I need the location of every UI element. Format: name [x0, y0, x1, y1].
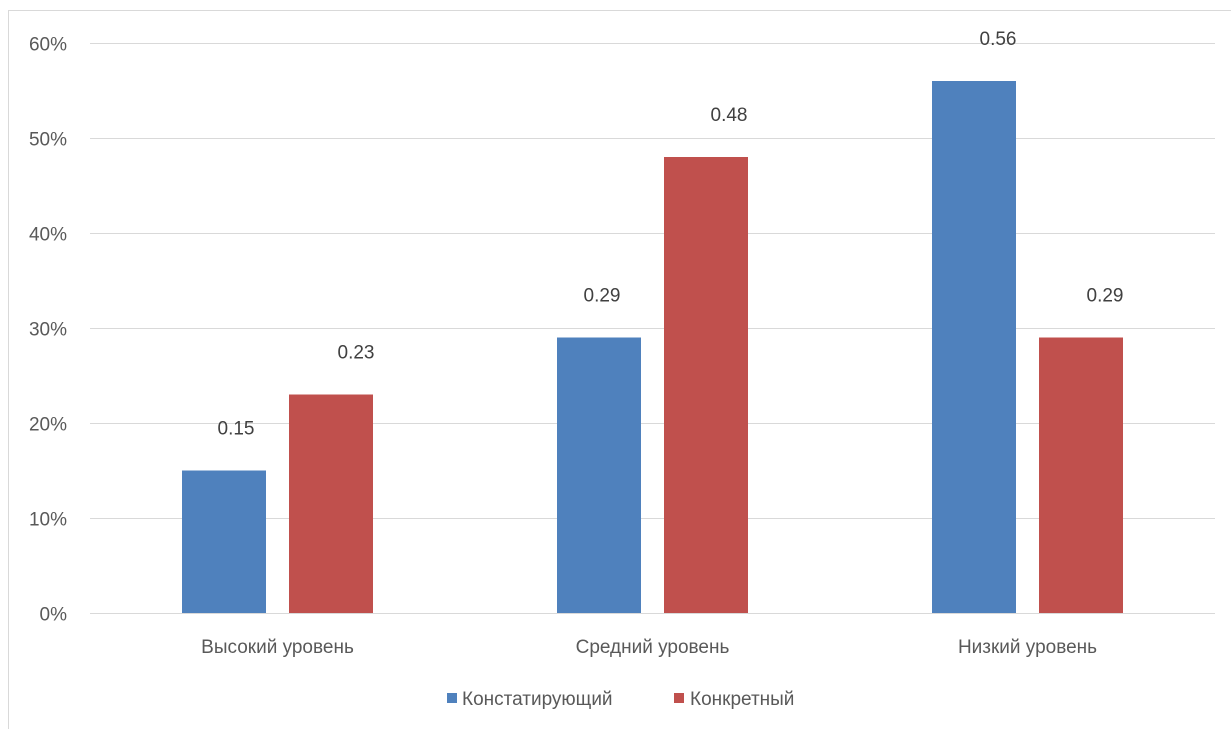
chart-border: [8, 10, 1231, 729]
y-axis: 0% 10% 20% 30% 40% 50% 60%: [29, 35, 67, 626]
bar-series-0-category-1: [557, 337, 641, 613]
x-category-label-2: Низкий уровень: [958, 637, 1097, 658]
legend: Констатирующий Конкретный: [447, 689, 794, 710]
data-label-series-0-category-0: 0.15: [218, 419, 255, 440]
data-label-series-1-category-0: 0.23: [338, 343, 375, 364]
bar-series-0-category-0: [182, 470, 266, 613]
bar-series-1-category-1: [664, 157, 748, 613]
y-tick-label-1: 10%: [29, 510, 67, 531]
bar-series-1-category-2: [1039, 337, 1123, 613]
y-tick-label-3: 30%: [29, 320, 67, 341]
data-label-series-0-category-2: 0.56: [980, 29, 1017, 50]
y-tick-label-4: 40%: [29, 225, 67, 246]
legend-label-0: Констатирующий: [462, 689, 613, 710]
data-label-series-1-category-1: 0.48: [711, 105, 748, 126]
y-gridlines: [90, 43, 1215, 614]
legend-item-0: Констатирующий: [447, 689, 613, 710]
data-labels: 0.15 0.23 0.29 0.48 0.56 0.29: [218, 29, 1124, 440]
y-tick-label-5: 50%: [29, 130, 67, 151]
legend-label-1: Конкретный: [690, 689, 794, 710]
data-label-series-1-category-2: 0.29: [1087, 286, 1124, 307]
legend-item-1: Конкретный: [674, 689, 794, 710]
y-tick-label-6: 60%: [29, 35, 67, 56]
data-label-series-0-category-1: 0.29: [584, 286, 621, 307]
bar-series-1-category-0: [289, 394, 373, 613]
y-tick-label-2: 20%: [29, 415, 67, 436]
y-tick-label-0: 0%: [40, 605, 68, 626]
bars: [182, 81, 1123, 613]
x-axis: Высокий уровень Средний уровень Низкий уро…: [201, 637, 1097, 658]
x-category-label-0: Высокий уровень: [201, 637, 354, 658]
legend-swatch-0: [447, 693, 457, 703]
legend-swatch-1: [674, 693, 684, 703]
bar-series-0-category-2: [932, 81, 1016, 613]
x-category-label-1: Средний уровень: [576, 637, 730, 658]
